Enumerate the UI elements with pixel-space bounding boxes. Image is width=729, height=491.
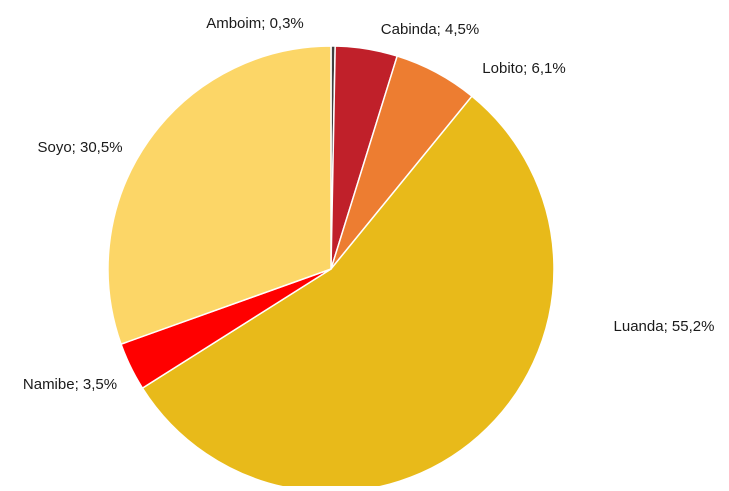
slice-label-lobito: Lobito; 6,1%	[482, 60, 565, 77]
slice-label-soyo: Soyo; 30,5%	[37, 139, 122, 156]
pie-slices	[107, 45, 555, 491]
slice-label-cabinda: Cabinda; 4,5%	[381, 21, 479, 38]
pie-slice-luanda	[141, 95, 555, 491]
slice-label-namibe: Namibe; 3,5%	[23, 376, 117, 393]
slice-label-amboim: Amboim; 0,3%	[206, 15, 304, 32]
slice-label-luanda: Luanda; 55,2%	[614, 318, 715, 335]
slice-labels: Amboim; 0,3% Cabinda; 4,5% Lobito; 6,1% Lua…	[23, 15, 715, 393]
pie-slice-soyo	[107, 45, 332, 345]
